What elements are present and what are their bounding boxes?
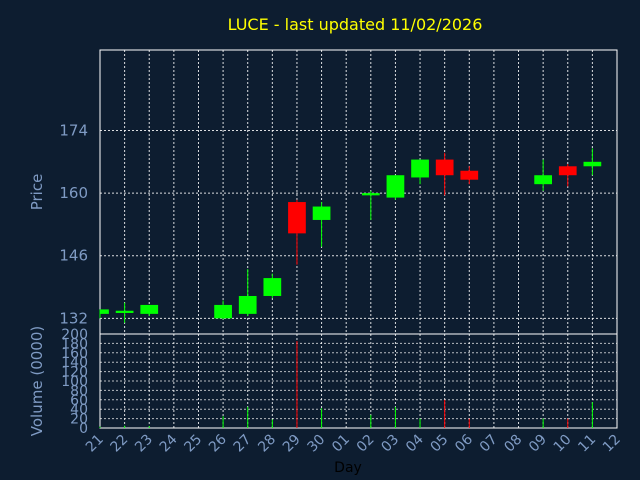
candle-body — [312, 206, 331, 220]
candle-body — [534, 175, 553, 185]
volume-tick-label: 60 — [70, 393, 88, 409]
candle-body — [238, 295, 257, 314]
candle-body — [386, 175, 405, 198]
volume-tick-label: 120 — [61, 365, 88, 381]
candles — [99, 148, 602, 323]
volume-tick-label: 0 — [79, 421, 88, 437]
volume-tick-label: 180 — [61, 336, 88, 352]
volume-bars — [99, 341, 593, 428]
volume-tick-label: 80 — [70, 383, 88, 399]
price-tick-label: 174 — [59, 122, 88, 140]
x-axis-label: Day — [334, 460, 362, 476]
candle-body — [214, 304, 232, 319]
candle-body — [460, 170, 479, 180]
candle-body — [558, 166, 577, 176]
candle-body — [411, 159, 429, 178]
candle-body — [288, 202, 306, 234]
volume-plot-frame — [99, 333, 618, 429]
candle-body — [583, 161, 602, 167]
candle-body — [361, 193, 380, 196]
volume-tick-label: 40 — [70, 402, 88, 418]
candle-body — [140, 304, 159, 314]
candle-body — [435, 159, 454, 176]
volume-axis-label: Volume (0000) — [28, 326, 46, 436]
volume-tick-label: 140 — [61, 355, 88, 371]
candle-body — [100, 309, 109, 314]
candle-body — [115, 310, 134, 313]
price-axis-label: Price — [28, 174, 46, 211]
price-tick-label: 160 — [59, 184, 88, 202]
volume-tick-label: 160 — [61, 346, 88, 362]
volume-tick-label: 20 — [70, 412, 88, 428]
candle-body — [263, 278, 282, 296]
price-axis-ticks: 132 146 160 174 — [59, 122, 88, 328]
volume-tick-label: 100 — [61, 374, 88, 390]
chart-title: LUCE - last updated 11/02/2026 — [228, 15, 483, 34]
price-tick-label: 132 — [59, 309, 88, 327]
volume-tick-label: 200 — [61, 327, 88, 343]
price-tick-label: 146 — [59, 247, 88, 265]
